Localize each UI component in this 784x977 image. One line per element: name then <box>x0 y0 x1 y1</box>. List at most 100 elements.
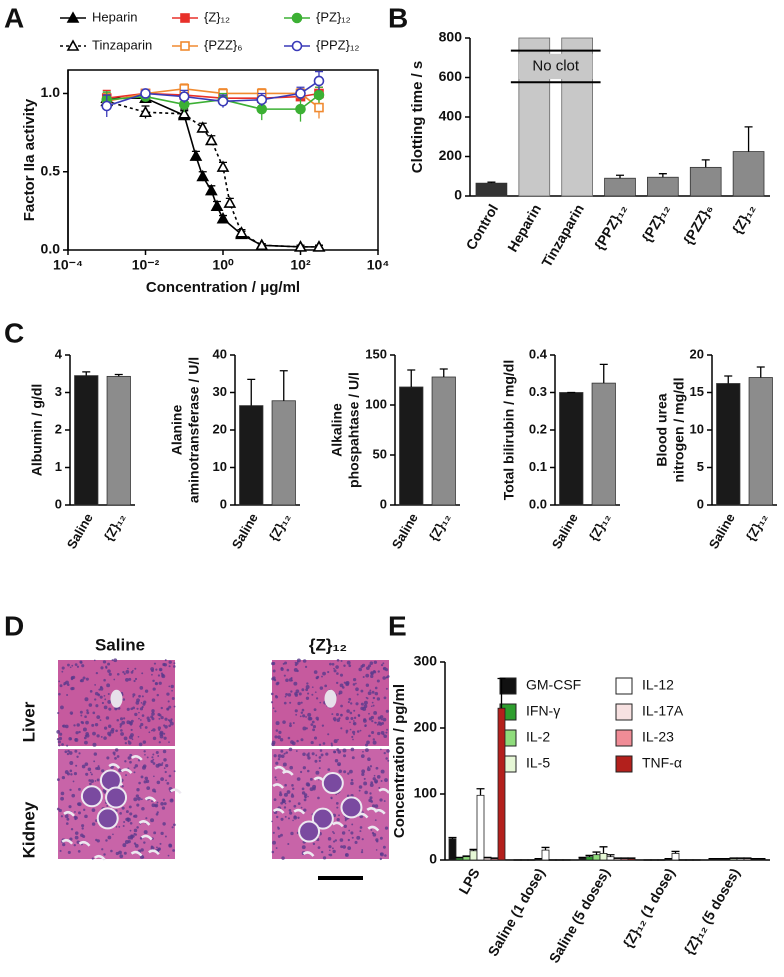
nucleus <box>128 735 133 740</box>
nucleus <box>114 748 119 752</box>
lumen <box>78 840 91 847</box>
nucleus <box>279 791 282 794</box>
error-bar <box>279 370 288 401</box>
nucleus <box>376 697 381 701</box>
error-bar <box>585 854 594 857</box>
nucleus <box>317 846 321 849</box>
nucleus <box>130 835 134 839</box>
nucleus <box>362 719 367 723</box>
nucleus <box>294 693 298 697</box>
nucleus <box>386 675 390 678</box>
nucleus <box>342 748 347 753</box>
nucleus <box>125 774 128 777</box>
nucleus <box>141 672 144 675</box>
nucleus <box>156 780 161 785</box>
panel-label: C <box>4 317 24 348</box>
error-bar <box>743 857 752 859</box>
nucleus <box>292 787 295 791</box>
nucleus <box>64 814 69 819</box>
nucleus <box>320 850 324 854</box>
nucleus <box>99 719 102 722</box>
nucleus <box>370 674 374 678</box>
nucleus <box>154 804 157 807</box>
lumen <box>63 811 75 817</box>
nucleus <box>277 754 282 758</box>
nucleus <box>343 681 346 684</box>
nucleus <box>128 741 132 745</box>
nucleus <box>124 840 129 844</box>
column-title: Saline <box>95 635 145 654</box>
nucleus <box>289 724 292 728</box>
nucleus <box>95 671 99 675</box>
nucleus <box>321 724 325 727</box>
nucleus <box>69 837 73 841</box>
error-bar <box>750 858 759 860</box>
lumen <box>144 796 157 803</box>
legend-label: Tinzaparin <box>92 37 152 52</box>
error-bar <box>462 855 471 857</box>
nucleus <box>274 710 277 713</box>
nucleus <box>379 798 383 802</box>
nucleus <box>372 740 377 745</box>
nucleus <box>130 671 134 674</box>
nucleus <box>343 770 347 774</box>
nucleus <box>65 822 69 825</box>
nucleus <box>58 736 63 741</box>
bar <box>722 858 731 861</box>
nucleus <box>340 727 343 730</box>
y-axis-title: Albumin / g/dl <box>29 384 45 477</box>
nucleus <box>283 701 287 705</box>
point <box>216 160 230 172</box>
nucleus <box>170 798 174 802</box>
nucleus <box>335 681 339 685</box>
nucleus <box>383 800 386 802</box>
nucleus <box>107 699 112 704</box>
nucleus <box>73 724 76 727</box>
bar <box>462 856 471 861</box>
bar <box>750 858 759 861</box>
error-bar <box>599 363 608 384</box>
nucleus <box>84 715 87 719</box>
nucleus <box>362 750 364 753</box>
nucleus <box>353 709 356 712</box>
legend-label: Heparin <box>92 9 138 24</box>
nucleus <box>61 775 66 780</box>
nucleus <box>100 666 104 670</box>
nucleus <box>310 723 314 726</box>
nucleus <box>78 787 81 791</box>
y-axis-title: Alkaline <box>329 403 345 457</box>
nucleus <box>110 729 115 734</box>
nucleus <box>62 724 65 728</box>
nucleus <box>346 660 351 665</box>
nucleus <box>136 788 140 792</box>
y-tick-label: 40 <box>213 346 227 361</box>
error-bar <box>729 857 738 859</box>
nucleus <box>372 704 375 707</box>
nucleus <box>78 730 81 734</box>
nucleus <box>298 692 302 696</box>
nucleus <box>168 665 171 668</box>
nucleus <box>272 831 275 834</box>
nucleus <box>91 808 96 812</box>
nucleus <box>350 781 354 786</box>
nucleus <box>301 787 305 791</box>
y-tick-label: 15 <box>690 384 704 399</box>
nucleus <box>361 769 366 774</box>
nucleus <box>359 830 362 833</box>
nucleus <box>94 780 97 782</box>
nucleus <box>384 854 387 857</box>
nucleus <box>327 768 331 772</box>
nucleus <box>358 789 361 792</box>
nucleus <box>74 663 78 666</box>
nucleus <box>350 747 355 752</box>
nucleus <box>153 775 155 778</box>
nucleus <box>387 759 390 762</box>
nucleus <box>296 777 301 781</box>
nucleus <box>315 770 320 775</box>
nucleus <box>293 681 298 686</box>
nucleus <box>130 707 134 711</box>
error-bar <box>592 851 601 855</box>
nucleus <box>69 711 74 715</box>
nucleus <box>273 798 277 802</box>
nucleus <box>127 820 130 823</box>
